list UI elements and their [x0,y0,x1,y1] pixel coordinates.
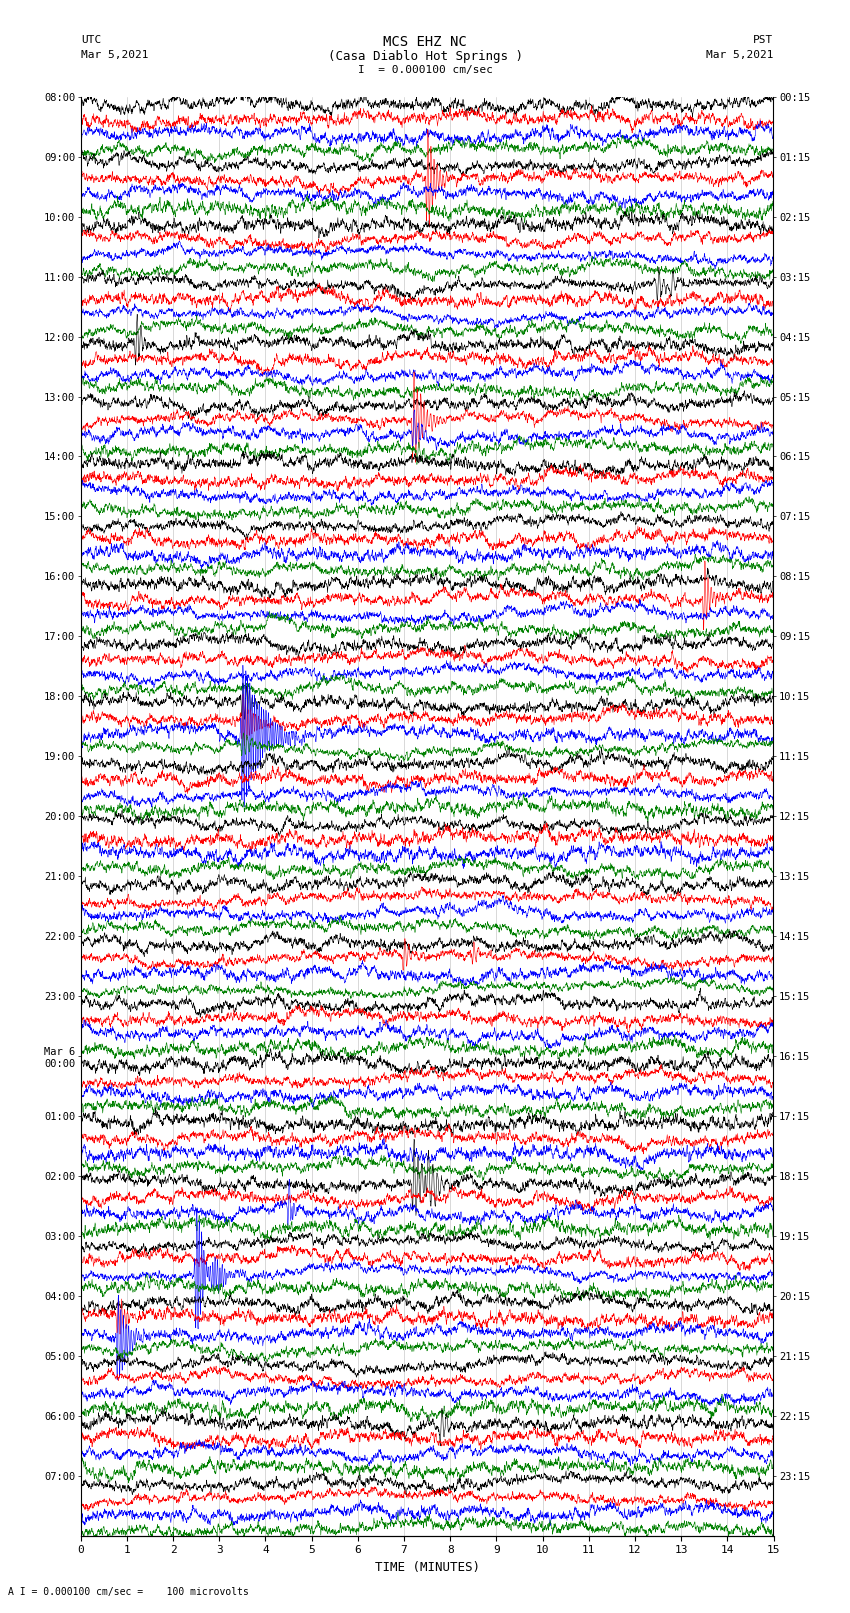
Text: PST: PST [753,35,774,45]
Text: MCS EHZ NC: MCS EHZ NC [383,35,467,50]
Text: A I = 0.000100 cm/sec =    100 microvolts: A I = 0.000100 cm/sec = 100 microvolts [8,1587,249,1597]
Text: (Casa Diablo Hot Springs ): (Casa Diablo Hot Springs ) [327,50,523,63]
Text: I  = 0.000100 cm/sec: I = 0.000100 cm/sec [358,65,492,74]
Text: Mar 5,2021: Mar 5,2021 [706,50,774,60]
Text: Mar 5,2021: Mar 5,2021 [81,50,148,60]
X-axis label: TIME (MINUTES): TIME (MINUTES) [375,1561,479,1574]
Text: UTC: UTC [81,35,101,45]
